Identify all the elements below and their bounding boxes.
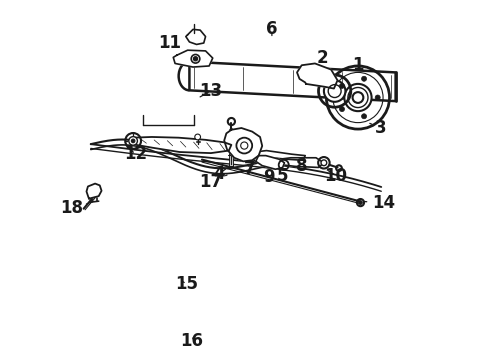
Polygon shape [173,50,213,67]
Polygon shape [224,128,262,161]
Text: 4: 4 [214,165,225,183]
Text: 10: 10 [324,167,347,185]
Text: 14: 14 [365,194,395,212]
Circle shape [375,95,380,100]
Polygon shape [190,62,395,101]
Text: 17: 17 [199,173,227,191]
Circle shape [129,136,137,145]
Text: 8: 8 [296,157,308,175]
Circle shape [324,80,345,102]
Text: 16: 16 [180,332,203,350]
Circle shape [362,114,367,119]
Polygon shape [297,63,338,89]
Circle shape [131,139,135,143]
Text: 9: 9 [263,168,275,186]
Polygon shape [256,156,285,169]
Text: 1: 1 [346,56,364,74]
Polygon shape [251,150,305,160]
Polygon shape [251,158,324,167]
Circle shape [194,57,197,61]
Text: 15: 15 [175,275,198,293]
Circle shape [344,84,371,111]
Text: 12: 12 [124,145,147,163]
Text: 3: 3 [370,119,387,137]
Circle shape [191,54,200,63]
Text: 7: 7 [245,159,256,177]
Circle shape [340,107,344,112]
Text: 5: 5 [276,167,288,185]
Text: 13: 13 [199,82,222,100]
Circle shape [359,201,362,204]
Circle shape [362,76,367,81]
Circle shape [340,84,344,89]
Circle shape [321,160,327,166]
Polygon shape [186,30,205,44]
Text: 18: 18 [61,199,89,217]
Circle shape [195,134,200,140]
Polygon shape [129,137,231,153]
Text: 11: 11 [158,34,181,52]
Text: 2: 2 [317,49,328,67]
Circle shape [241,142,248,149]
Text: 6: 6 [266,21,278,39]
Polygon shape [87,184,101,199]
